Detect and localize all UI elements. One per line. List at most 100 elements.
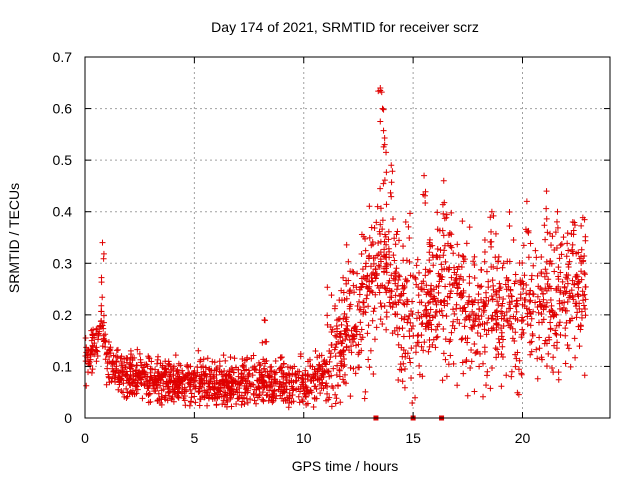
data-point [351, 289, 358, 296]
data-point [99, 294, 106, 301]
data-point [555, 264, 562, 271]
data-point [495, 302, 502, 309]
data-point [318, 372, 325, 379]
data-point [426, 343, 433, 350]
data-point [406, 355, 413, 362]
data-point [416, 362, 423, 369]
data-point [548, 285, 555, 292]
data-point [439, 377, 446, 384]
data-point [500, 336, 507, 343]
data-point [271, 379, 278, 386]
data-point [569, 241, 576, 248]
data-point [328, 403, 335, 410]
data-point [523, 281, 530, 288]
data-point [451, 310, 458, 317]
data-point [364, 273, 371, 280]
data-point [349, 333, 356, 340]
data-point [119, 366, 126, 373]
data-point [264, 372, 271, 379]
data-point [187, 398, 194, 405]
data-point [388, 179, 395, 186]
data-point [413, 343, 420, 350]
data-point [481, 249, 488, 256]
data-point [422, 326, 429, 332]
data-point [129, 357, 136, 364]
data-point [489, 296, 496, 303]
data-point [401, 316, 408, 323]
data-point [581, 271, 588, 278]
data-point [114, 354, 121, 361]
data-point [532, 299, 539, 306]
data-point [254, 394, 261, 401]
data-point [415, 284, 422, 291]
data-point [530, 262, 537, 269]
data-point [343, 343, 350, 350]
data-point [489, 365, 496, 372]
data-point [425, 269, 432, 276]
data-point [397, 361, 404, 368]
data-point [395, 341, 402, 348]
data-point [499, 343, 506, 350]
data-point [513, 302, 520, 309]
data-point [439, 312, 446, 319]
data-point [297, 353, 304, 360]
data-point [157, 382, 164, 389]
data-point [577, 253, 584, 260]
data-point [93, 344, 100, 351]
data-point [377, 238, 384, 245]
data-point [148, 358, 155, 365]
data-point [238, 401, 245, 408]
data-point [537, 303, 544, 310]
data-point [301, 390, 308, 397]
data-point [447, 290, 454, 297]
data-point [355, 364, 362, 371]
data-point [426, 236, 433, 243]
data-point [213, 377, 220, 384]
data-point [493, 354, 500, 361]
data-point [416, 269, 423, 276]
data-point [402, 353, 409, 360]
data-point [556, 297, 563, 304]
data-point [396, 366, 403, 373]
data-point [422, 272, 429, 279]
data-point [494, 298, 501, 305]
data-point [319, 367, 326, 374]
data-point [553, 287, 560, 294]
data-point [293, 386, 300, 393]
data-point [179, 367, 186, 374]
data-point [423, 312, 430, 319]
data-point [324, 383, 331, 390]
data-point [442, 283, 449, 290]
data-point [471, 388, 478, 395]
data-point [365, 303, 372, 310]
data-point [396, 293, 403, 300]
data-point [244, 354, 251, 361]
data-point [569, 219, 576, 226]
data-point [383, 326, 390, 333]
data-point [373, 219, 380, 226]
data-point [421, 172, 428, 179]
data-point [484, 372, 491, 379]
data-point [367, 347, 374, 354]
data-point [463, 240, 470, 247]
data-point [128, 362, 135, 369]
data-point [377, 185, 384, 192]
data-point [496, 280, 503, 287]
data-point [438, 261, 445, 268]
data-point [438, 299, 445, 306]
data-point [219, 401, 226, 408]
data-point [425, 319, 432, 326]
data-point [229, 366, 236, 373]
data-point [566, 317, 573, 324]
data-point [478, 266, 485, 273]
data-point [88, 369, 95, 376]
data-point [122, 364, 129, 371]
data-point [578, 314, 585, 321]
data-point [573, 314, 580, 321]
data-point [574, 280, 581, 287]
data-point [412, 394, 419, 401]
data-point [483, 382, 490, 389]
data-point [213, 366, 220, 373]
data-point [318, 380, 325, 387]
data-point [228, 376, 235, 383]
